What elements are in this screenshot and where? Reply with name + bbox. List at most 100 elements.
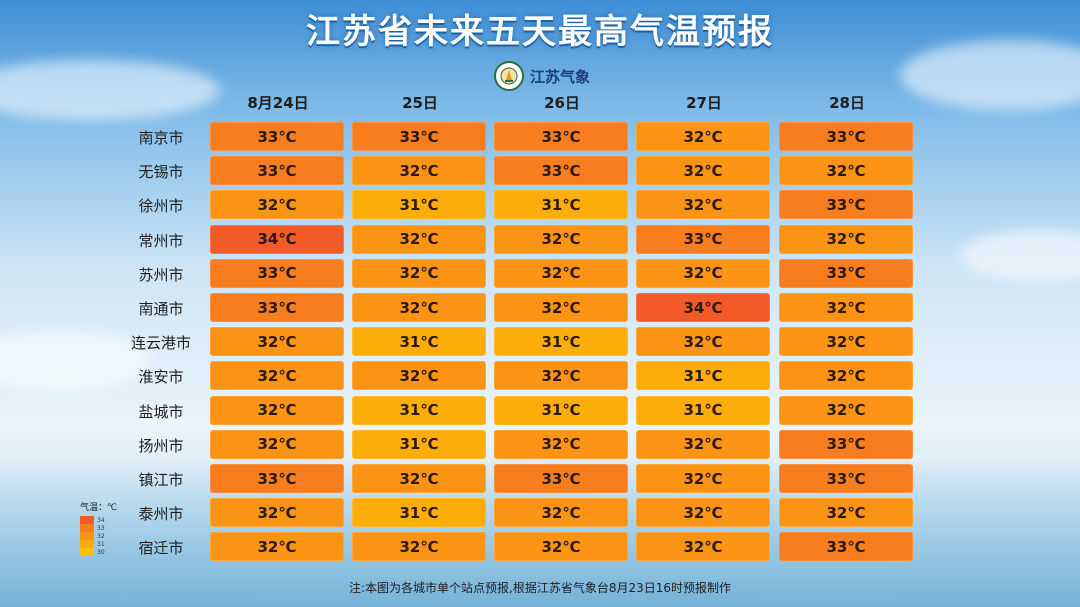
temperature-cell: 32℃ <box>779 395 913 425</box>
temperature-cell: 33℃ <box>494 464 628 493</box>
temperature-cell: 31℃ <box>494 327 628 357</box>
temperature-cell: 34℃ <box>636 293 770 322</box>
temperature-cell: 32℃ <box>779 156 913 186</box>
temperature-cell: 31℃ <box>636 395 770 425</box>
temperature-cell: 31℃ <box>352 429 486 459</box>
background-cloud <box>960 230 1080 280</box>
legend-label: 34 <box>97 516 105 524</box>
temperature-cell: 32℃ <box>352 361 486 391</box>
temperature-cell: 32℃ <box>494 293 628 322</box>
column-header-day-4: 27日 <box>686 94 722 112</box>
temperature-cell: 32℃ <box>636 190 770 220</box>
city-label: 连云港市 <box>130 334 191 353</box>
legend-label: 31 <box>97 540 105 548</box>
temperature-cell: 33℃ <box>210 122 344 151</box>
temperature-cell: 31℃ <box>494 190 628 220</box>
temperature-cell: 32℃ <box>352 293 486 322</box>
legend-swatch <box>80 540 94 548</box>
temperature-cell: 31℃ <box>494 395 628 425</box>
temperature-cell: 33℃ <box>779 464 913 493</box>
background-cloud <box>0 60 220 120</box>
temperature-cell: 33℃ <box>210 258 344 288</box>
temperature-cell: 33℃ <box>779 258 913 288</box>
temperature-cell: 32℃ <box>210 361 344 391</box>
city-label: 南京市 <box>138 129 184 147</box>
page-title: 江苏省未来五天最高气温预报 <box>306 12 774 52</box>
legend-label: 33 <box>97 524 105 532</box>
temperature-cell: 32℃ <box>352 464 486 493</box>
legend-swatch <box>80 516 94 524</box>
temperature-cell: 33℃ <box>494 122 628 151</box>
temperature-cell: 33℃ <box>779 532 913 562</box>
temperature-cell: 31℃ <box>352 498 486 528</box>
temperature-cell: 32℃ <box>210 395 344 425</box>
legend-title: 气温：℃ <box>80 503 118 513</box>
background-cloud <box>900 40 1080 110</box>
temperature-cell: 33℃ <box>352 122 486 151</box>
city-label: 扬州市 <box>138 436 184 455</box>
temperature-cell: 32℃ <box>494 224 628 254</box>
temperature-cell: 31℃ <box>352 190 486 220</box>
background-cloud <box>0 330 150 390</box>
temperature-cell: 32℃ <box>779 327 913 357</box>
legend-swatch <box>80 548 94 556</box>
temperature-cell: 33℃ <box>210 293 344 322</box>
temperature-cell: 31℃ <box>352 395 486 425</box>
city-label: 镇江市 <box>138 471 184 489</box>
legend-item: 33 <box>80 524 117 532</box>
city-label: 苏州市 <box>138 265 184 284</box>
temperature-cell: 32℃ <box>636 258 770 288</box>
temperature-cell: 33℃ <box>210 464 344 493</box>
temperature-cell: 32℃ <box>210 532 344 562</box>
temperature-cell: 32℃ <box>352 532 486 562</box>
city-label: 淮安市 <box>138 368 184 387</box>
brand-name: 江苏气象 <box>530 67 591 86</box>
city-label: 无锡市 <box>138 163 184 182</box>
temperature-cell: 32℃ <box>779 498 913 528</box>
temperature-cell: 32℃ <box>352 258 486 288</box>
temperature-cell: 32℃ <box>352 156 486 186</box>
legend-item: 30 <box>80 548 117 556</box>
temperature-cell: 34℃ <box>210 224 344 254</box>
footnote: 注:本图为各城市单个站点预报,根据江苏省气象台8月23日16时预报制作 <box>348 581 732 595</box>
temperature-legend: 气温：℃ 34 33 32 31 30 <box>80 500 117 556</box>
temperature-cell: 33℃ <box>636 224 770 254</box>
city-label: 盐城市 <box>138 402 184 421</box>
temperature-cell: 32℃ <box>779 293 913 322</box>
temperature-cell: 32℃ <box>636 429 770 459</box>
temperature-cell: 32℃ <box>636 532 770 562</box>
brand-logo: 江苏气象 <box>494 61 590 91</box>
temperature-cell: 32℃ <box>210 429 344 459</box>
temperature-cell: 32℃ <box>636 327 770 357</box>
temperature-cell: 32℃ <box>636 156 770 186</box>
temperature-cell: 33℃ <box>210 156 344 186</box>
temperature-cell: 31℃ <box>352 327 486 357</box>
temperature-cell: 33℃ <box>779 122 913 151</box>
column-header-day-2: 25日 <box>402 94 438 112</box>
legend-swatch <box>80 532 94 540</box>
city-label: 宿迁市 <box>138 539 184 558</box>
city-label: 徐州市 <box>138 197 184 216</box>
legend-item: 31 <box>80 540 117 548</box>
meteorology-emblem-icon <box>494 61 524 91</box>
legend-item: 32 <box>80 532 117 540</box>
temperature-cell: 32℃ <box>494 498 628 528</box>
city-label: 南通市 <box>138 300 184 318</box>
legend-label: 32 <box>97 532 105 540</box>
temperature-cell: 32℃ <box>494 258 628 288</box>
temperature-cell: 32℃ <box>779 361 913 391</box>
temperature-cell: 32℃ <box>636 498 770 528</box>
temperature-cell: 32℃ <box>210 327 344 357</box>
temperature-cell: 32℃ <box>210 498 344 528</box>
legend-swatch <box>80 524 94 532</box>
temperature-cell: 32℃ <box>636 464 770 493</box>
temperature-cell: 32℃ <box>494 532 628 562</box>
temperature-cell: 31℃ <box>636 361 770 391</box>
temperature-cell: 32℃ <box>352 224 486 254</box>
city-label: 泰州市 <box>138 505 184 524</box>
temperature-cell: 32℃ <box>779 224 913 254</box>
legend-item: 34 <box>80 516 117 524</box>
city-label: 常州市 <box>138 231 184 250</box>
column-header-day-5: 28日 <box>829 94 865 112</box>
temperature-cell: 32℃ <box>636 122 770 151</box>
